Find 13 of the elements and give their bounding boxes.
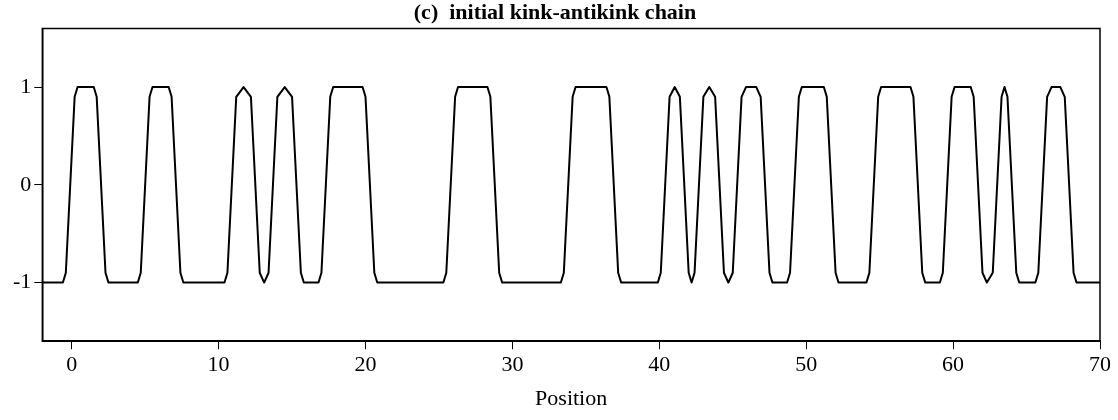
- y-tick-label: -1: [13, 268, 32, 294]
- chart-title: (c) initial kink-antikink chain: [413, 0, 697, 24]
- x-tick-label: 50: [795, 351, 818, 377]
- y-tick-label: 1: [20, 72, 32, 98]
- x-tick-label: 40: [648, 351, 671, 377]
- x-tick-label: 30: [501, 351, 524, 377]
- x-tick-label: 10: [207, 351, 230, 377]
- y-tick-label: 0: [20, 170, 32, 196]
- x-tick-label: 20: [354, 351, 377, 377]
- x-tick-label: 70: [1089, 351, 1111, 377]
- x-axis-title: Position: [535, 384, 608, 410]
- x-tick-label: 0: [66, 351, 78, 377]
- x-tick-label: 60: [942, 351, 965, 377]
